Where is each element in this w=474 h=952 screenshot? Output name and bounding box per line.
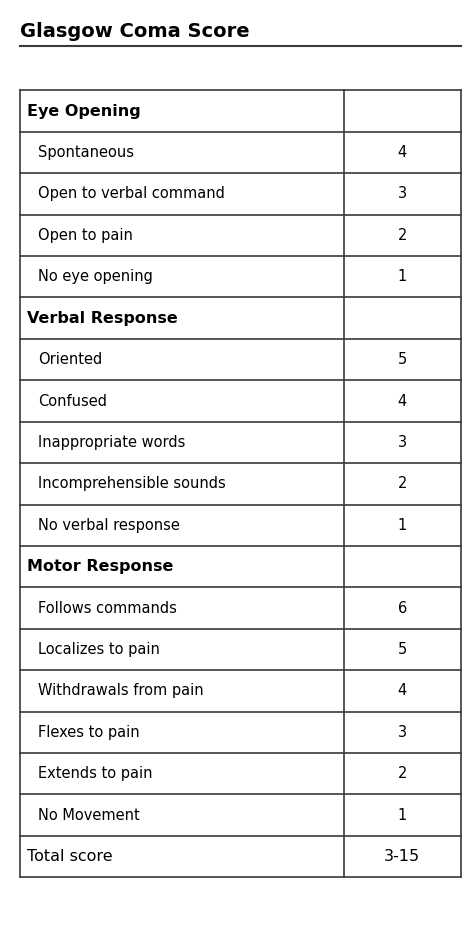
Text: 1: 1: [398, 518, 407, 533]
Text: Extends to pain: Extends to pain: [38, 766, 153, 782]
Text: Follows commands: Follows commands: [38, 601, 177, 616]
Text: Spontaneous: Spontaneous: [38, 145, 134, 160]
Text: 5: 5: [398, 352, 407, 367]
Text: 4: 4: [398, 145, 407, 160]
Text: No eye opening: No eye opening: [38, 269, 153, 285]
Text: Oriented: Oriented: [38, 352, 102, 367]
Text: 3: 3: [398, 187, 407, 202]
Text: 1: 1: [398, 807, 407, 823]
Text: Withdrawals from pain: Withdrawals from pain: [38, 684, 203, 699]
Text: 3-15: 3-15: [384, 849, 420, 864]
Text: 2: 2: [398, 766, 407, 782]
Text: Inappropriate words: Inappropriate words: [38, 435, 185, 450]
Text: 6: 6: [398, 601, 407, 616]
Text: 4: 4: [398, 393, 407, 408]
Text: Total score: Total score: [27, 849, 113, 864]
Text: 3: 3: [398, 435, 407, 450]
Text: 5: 5: [398, 642, 407, 657]
Text: Localizes to pain: Localizes to pain: [38, 642, 160, 657]
Text: No Movement: No Movement: [38, 807, 140, 823]
Text: Motor Response: Motor Response: [27, 559, 174, 574]
Text: Glasgow Coma Score: Glasgow Coma Score: [20, 22, 249, 41]
Text: 3: 3: [398, 724, 407, 740]
Text: Flexes to pain: Flexes to pain: [38, 724, 139, 740]
Text: 4: 4: [398, 684, 407, 699]
Text: Open to verbal command: Open to verbal command: [38, 187, 225, 202]
Text: Incomprehensible sounds: Incomprehensible sounds: [38, 476, 226, 491]
Text: Confused: Confused: [38, 393, 107, 408]
Text: 2: 2: [398, 228, 407, 243]
Text: 1: 1: [398, 269, 407, 285]
Text: 2: 2: [398, 476, 407, 491]
Text: Verbal Response: Verbal Response: [27, 310, 178, 326]
Text: No verbal response: No verbal response: [38, 518, 180, 533]
Text: Open to pain: Open to pain: [38, 228, 133, 243]
Text: Eye Opening: Eye Opening: [27, 104, 141, 119]
